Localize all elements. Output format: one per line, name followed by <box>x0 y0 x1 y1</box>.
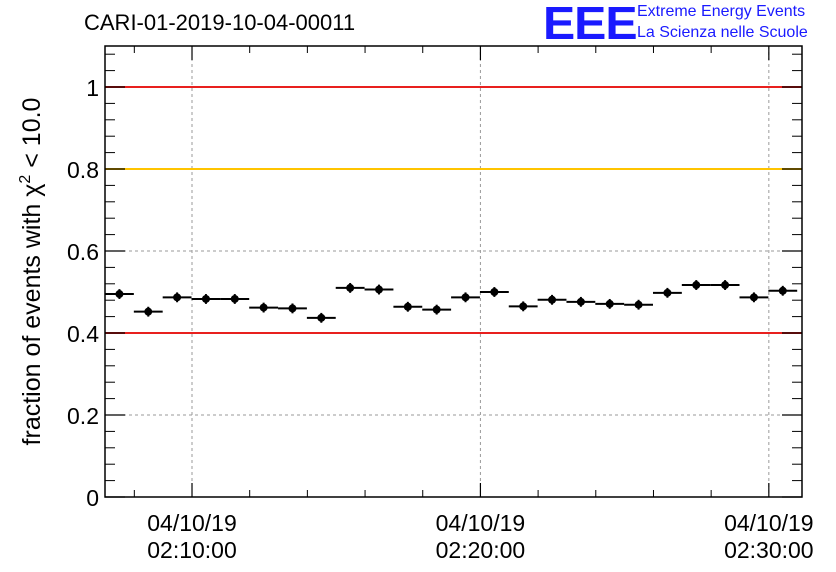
data-point <box>374 285 383 294</box>
data-point <box>778 286 787 295</box>
y-tick-label: 0.6 <box>67 239 99 265</box>
data-point <box>605 299 614 308</box>
data-point <box>201 294 210 303</box>
data-point <box>490 288 499 296</box>
x-tick-label-time: 02:30:00 <box>724 537 814 563</box>
data-point <box>288 304 297 313</box>
data-point <box>634 300 643 309</box>
axes: 00.20.40.60.8104/10/1902:10:0004/10/1902… <box>67 46 814 563</box>
data-series <box>105 280 798 323</box>
y-axis-label: fraction of events with χ2 < 10.0 <box>17 98 46 446</box>
logo-line-2: La Scienza nelle Scuole <box>637 24 808 41</box>
data-point <box>548 295 557 304</box>
x-tick-label-time: 02:20:00 <box>436 537 526 563</box>
x-tick-label-date: 04/10/19 <box>436 510 526 536</box>
data-point <box>432 305 441 314</box>
data-point <box>663 288 672 297</box>
data-point <box>144 307 153 316</box>
x-tick-label-date: 04/10/19 <box>724 510 814 536</box>
y-tick-label: 0.4 <box>67 321 99 347</box>
data-point <box>403 302 412 311</box>
data-point <box>461 293 470 302</box>
data-point <box>576 297 585 306</box>
y-tick-label: 0.8 <box>67 157 99 183</box>
data-point <box>692 281 701 290</box>
data-point <box>317 313 326 322</box>
grid-layer <box>105 46 802 497</box>
data-point <box>749 293 758 302</box>
data-point <box>346 283 355 292</box>
reference-lines <box>105 86 802 334</box>
x-tick-label-date: 04/10/19 <box>147 510 237 536</box>
plot-frame <box>104 45 803 498</box>
data-point <box>721 281 730 290</box>
data-point <box>173 293 182 302</box>
y-tick-label: 1 <box>86 75 99 101</box>
x-tick-label-time: 02:10:00 <box>147 537 237 563</box>
logo-line-1: Extreme Energy Events <box>637 3 806 20</box>
chart-title: CARI-01-2019-10-04-00011 <box>84 10 356 35</box>
y-tick-label: 0 <box>86 485 99 511</box>
data-point <box>519 302 528 311</box>
data-point <box>259 303 268 312</box>
y-tick-label: 0.2 <box>67 403 99 429</box>
logo-mark: EEE <box>543 0 638 49</box>
data-point <box>230 294 239 303</box>
data-point <box>115 290 124 299</box>
